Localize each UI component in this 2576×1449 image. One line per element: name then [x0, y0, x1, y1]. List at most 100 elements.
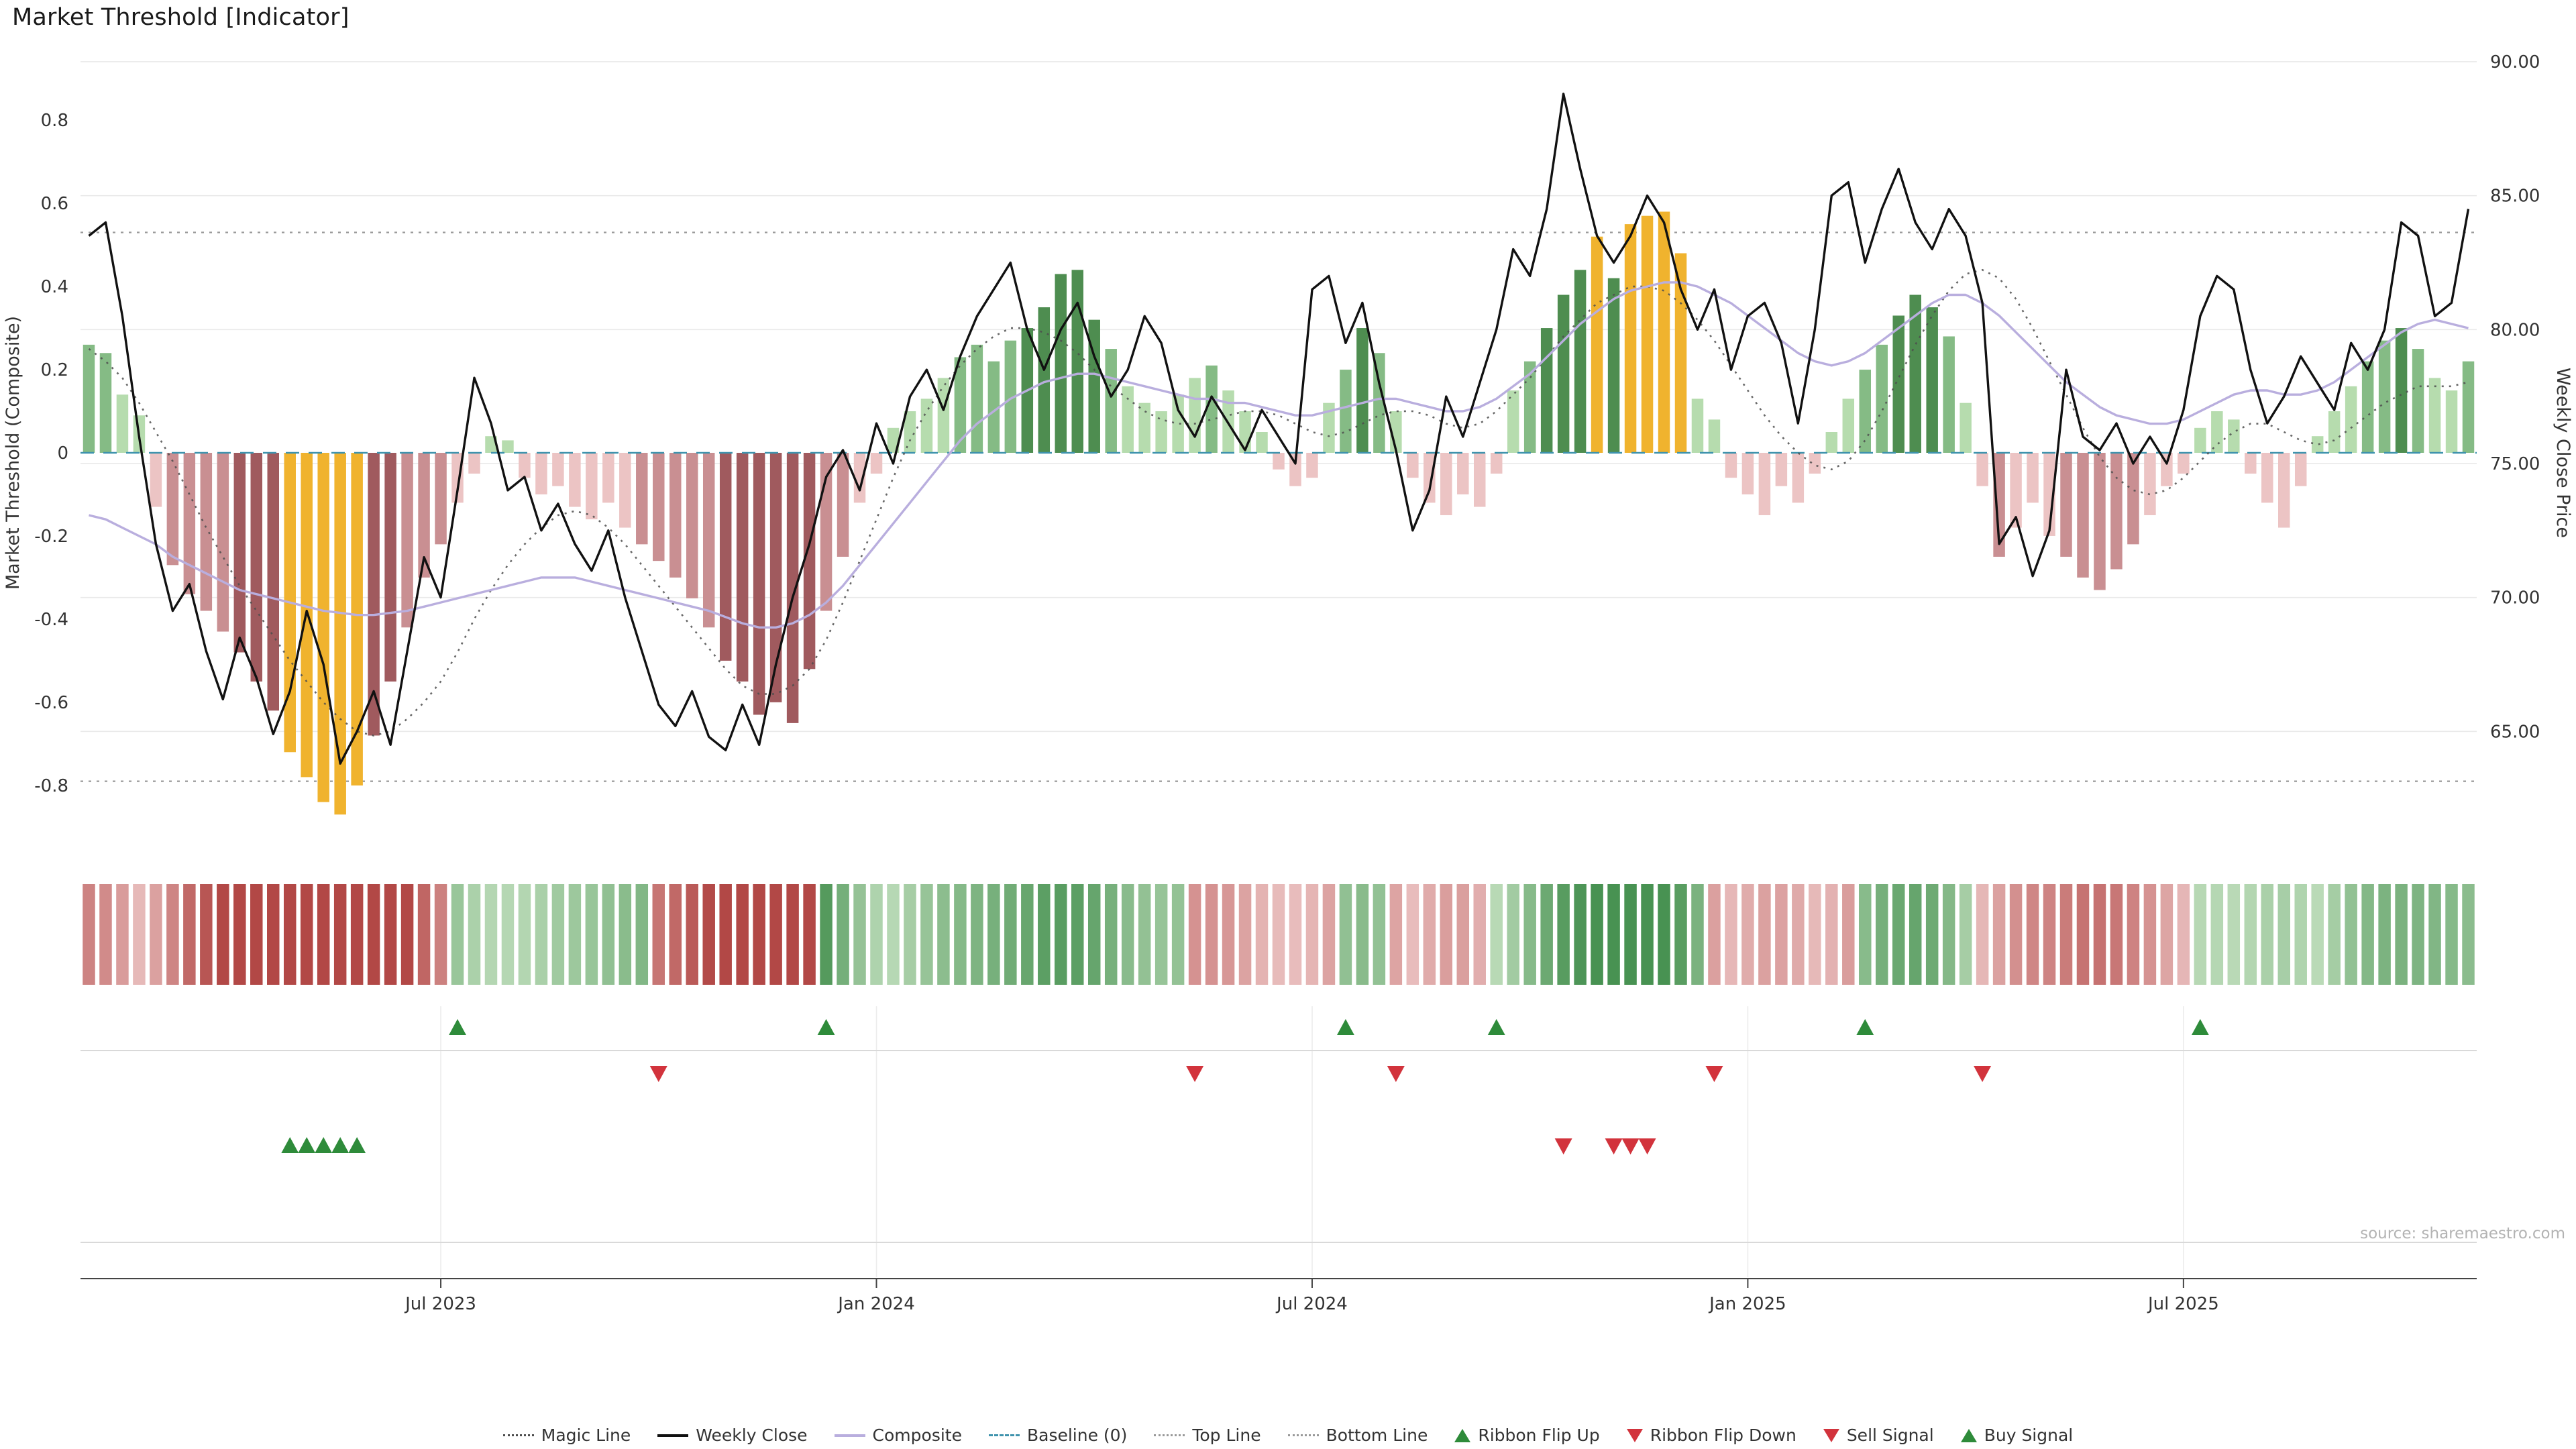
ribbon-cell [2277, 884, 2290, 985]
ribbon-cell [2428, 884, 2441, 985]
ribbon-flip-up-icon [1856, 1019, 1874, 1036]
composite-bar [987, 361, 1000, 453]
ribbon-flip-up-icon [449, 1019, 467, 1036]
triangle-down-icon [1823, 1428, 1839, 1442]
ribbon-cell [1456, 884, 1470, 985]
composite-bar [1323, 402, 1335, 453]
ribbon-cell [1171, 884, 1185, 985]
ribbon-cell [2227, 884, 2241, 985]
ribbon-cell [1825, 884, 1838, 985]
composite-bar [1792, 453, 1805, 503]
composite-bar [669, 453, 682, 578]
ribbon-cell [1792, 884, 1805, 985]
composite-bar [1071, 270, 1083, 453]
ribbon-cell [803, 884, 816, 985]
ribbon-cell [1055, 884, 1067, 985]
ribbon-cell [2311, 884, 2324, 985]
chart-title: Market Threshold [Indicator] [12, 4, 350, 31]
ribbon-cell [434, 884, 447, 985]
ribbon-cell [166, 884, 179, 985]
ribbon-cell [250, 884, 263, 985]
composite-bar [468, 453, 480, 474]
legend-label: Ribbon Flip Down [1650, 1426, 1796, 1445]
left-tick-label: -0.4 [34, 610, 68, 630]
ribbon-cell [2294, 884, 2307, 985]
right-tick-label: 85.00 [2490, 186, 2540, 207]
ribbon-cell [786, 884, 799, 985]
ribbon-cell [1925, 884, 1939, 985]
ribbon-cell [2076, 884, 2090, 985]
composite-bar [1926, 307, 1938, 453]
composite-bar [2395, 328, 2408, 453]
ribbon-flip-down-icon [1387, 1065, 1405, 1082]
ribbon-cell [1540, 884, 1553, 985]
composite-bar [954, 357, 967, 453]
composite-bar [702, 453, 715, 628]
ribbon-cell [2328, 884, 2341, 985]
ribbon-flip-up-icon [817, 1019, 835, 1036]
composite-bar [2294, 453, 2307, 486]
ribbon-cell [133, 884, 146, 985]
composite-bar [1876, 344, 1888, 453]
composite-bar [183, 453, 196, 594]
ribbon-cell [2412, 884, 2424, 985]
ribbon-cell [1959, 884, 1972, 985]
ribbon-cell [635, 884, 649, 985]
ribbon-cell [702, 884, 715, 985]
ribbon-cell [200, 884, 213, 985]
composite-bar [368, 453, 380, 736]
ribbon-cell [1490, 884, 1503, 985]
composite-bar [1607, 278, 1620, 453]
ribbon-cell [1071, 884, 1084, 985]
ribbon-cell [1574, 884, 1587, 985]
ribbon-cell [1121, 884, 1134, 985]
ribbon-cell [1674, 884, 1687, 985]
composite-bar [384, 453, 396, 682]
ribbon-cell [518, 884, 531, 985]
ribbon-cell [1507, 884, 1519, 985]
ribbon-cell [853, 884, 866, 985]
ribbon-cell [83, 884, 95, 985]
legend-item: Top Line [1154, 1426, 1261, 1445]
composite-bar [1340, 370, 1352, 453]
ribbon-cell [1389, 884, 1403, 985]
ribbon-cell [686, 884, 698, 985]
composite-bar [2060, 453, 2072, 557]
composite-bar [2211, 411, 2223, 453]
composite-bar [217, 453, 229, 632]
triangle-down-icon [1626, 1428, 1643, 1442]
composite-bar [1407, 453, 1419, 478]
ribbon-flip-down-icon [1974, 1065, 1992, 1082]
composite-bar [1004, 340, 1017, 453]
right-axis-ticks: 90.00 85.00 80.00 75.00 70.00 65.00 [2490, 52, 2540, 742]
ribbon-cell [1004, 884, 1017, 985]
triangle-up-icon [1960, 1428, 1977, 1442]
x-tick-label: Jul 2023 [404, 1294, 476, 1314]
composite-bar [317, 453, 329, 802]
buy-signal-icon [298, 1137, 316, 1154]
composite-bar [1172, 394, 1184, 453]
composite-bar [552, 453, 564, 486]
ribbon-cell [2462, 884, 2475, 985]
ribbon-cell [1809, 884, 1821, 985]
ribbon-cell [501, 884, 515, 985]
composite-bar [636, 453, 648, 545]
composite-bar [2311, 436, 2324, 453]
legend-item: Weekly Close [657, 1426, 808, 1445]
ribbon-cell [1473, 884, 1486, 985]
ribbon-cell [417, 884, 431, 985]
ribbon-cell [233, 884, 246, 985]
legend-item: Ribbon Flip Down [1626, 1426, 1796, 1445]
ribbon-cell [1255, 884, 1269, 985]
ribbon-cell [820, 884, 833, 985]
composite-bar [853, 453, 866, 503]
ribbon-cell [904, 884, 916, 985]
composite-bar [1138, 402, 1150, 453]
legend-item: Magic Line [502, 1426, 631, 1445]
left-axis-ticks: 0.8 0.6 0.4 0.2 0 -0.2 -0.4 -0.6 -0.8 [34, 111, 68, 796]
reference-lines [80, 231, 2477, 782]
composite-bar [1741, 453, 1754, 494]
ribbon-cell [2445, 884, 2458, 985]
ribbon-cell [2026, 884, 2039, 985]
composite-bar [786, 453, 799, 723]
